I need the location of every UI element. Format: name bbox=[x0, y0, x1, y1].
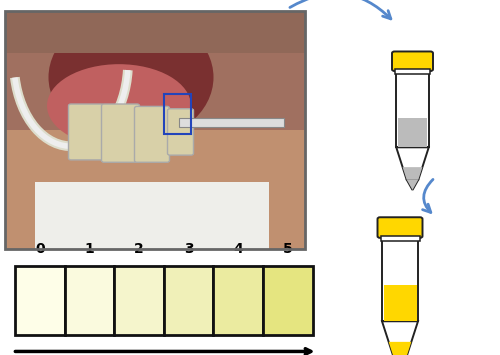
Bar bbox=[5, 130, 305, 248]
Bar bbox=[5, 11, 305, 248]
Bar bbox=[398, 118, 427, 147]
Bar bbox=[395, 69, 430, 74]
Bar bbox=[5, 11, 305, 54]
Bar bbox=[384, 285, 416, 321]
Bar bbox=[114, 266, 164, 335]
Text: 5: 5 bbox=[283, 242, 292, 256]
FancyArrowPatch shape bbox=[422, 179, 433, 212]
Bar bbox=[263, 266, 312, 335]
Polygon shape bbox=[406, 179, 418, 190]
Bar bbox=[164, 266, 214, 335]
Bar bbox=[64, 266, 114, 335]
Text: 2: 2 bbox=[134, 242, 144, 256]
Bar bbox=[380, 236, 420, 241]
FancyBboxPatch shape bbox=[102, 104, 140, 162]
Bar bbox=[396, 69, 429, 147]
Polygon shape bbox=[402, 167, 422, 179]
Polygon shape bbox=[396, 147, 428, 179]
FancyBboxPatch shape bbox=[378, 217, 422, 238]
FancyBboxPatch shape bbox=[68, 104, 104, 160]
FancyBboxPatch shape bbox=[168, 109, 194, 155]
Bar bbox=[214, 266, 263, 335]
Ellipse shape bbox=[48, 12, 213, 143]
Bar bbox=[5, 11, 305, 130]
FancyArrowPatch shape bbox=[290, 0, 391, 19]
FancyBboxPatch shape bbox=[134, 106, 170, 162]
Bar bbox=[5, 11, 305, 248]
Text: 4: 4 bbox=[233, 242, 243, 256]
Ellipse shape bbox=[47, 64, 191, 147]
Text: 1: 1 bbox=[84, 242, 94, 256]
Text: 3: 3 bbox=[184, 242, 194, 256]
Bar bbox=[35, 182, 269, 248]
Text: 0: 0 bbox=[35, 242, 44, 256]
Bar bbox=[15, 266, 64, 335]
Bar bbox=[179, 118, 284, 127]
Polygon shape bbox=[388, 342, 411, 355]
Bar bbox=[164, 94, 191, 134]
Polygon shape bbox=[382, 321, 418, 355]
FancyBboxPatch shape bbox=[392, 51, 433, 71]
Polygon shape bbox=[406, 179, 418, 190]
Bar bbox=[382, 236, 418, 321]
